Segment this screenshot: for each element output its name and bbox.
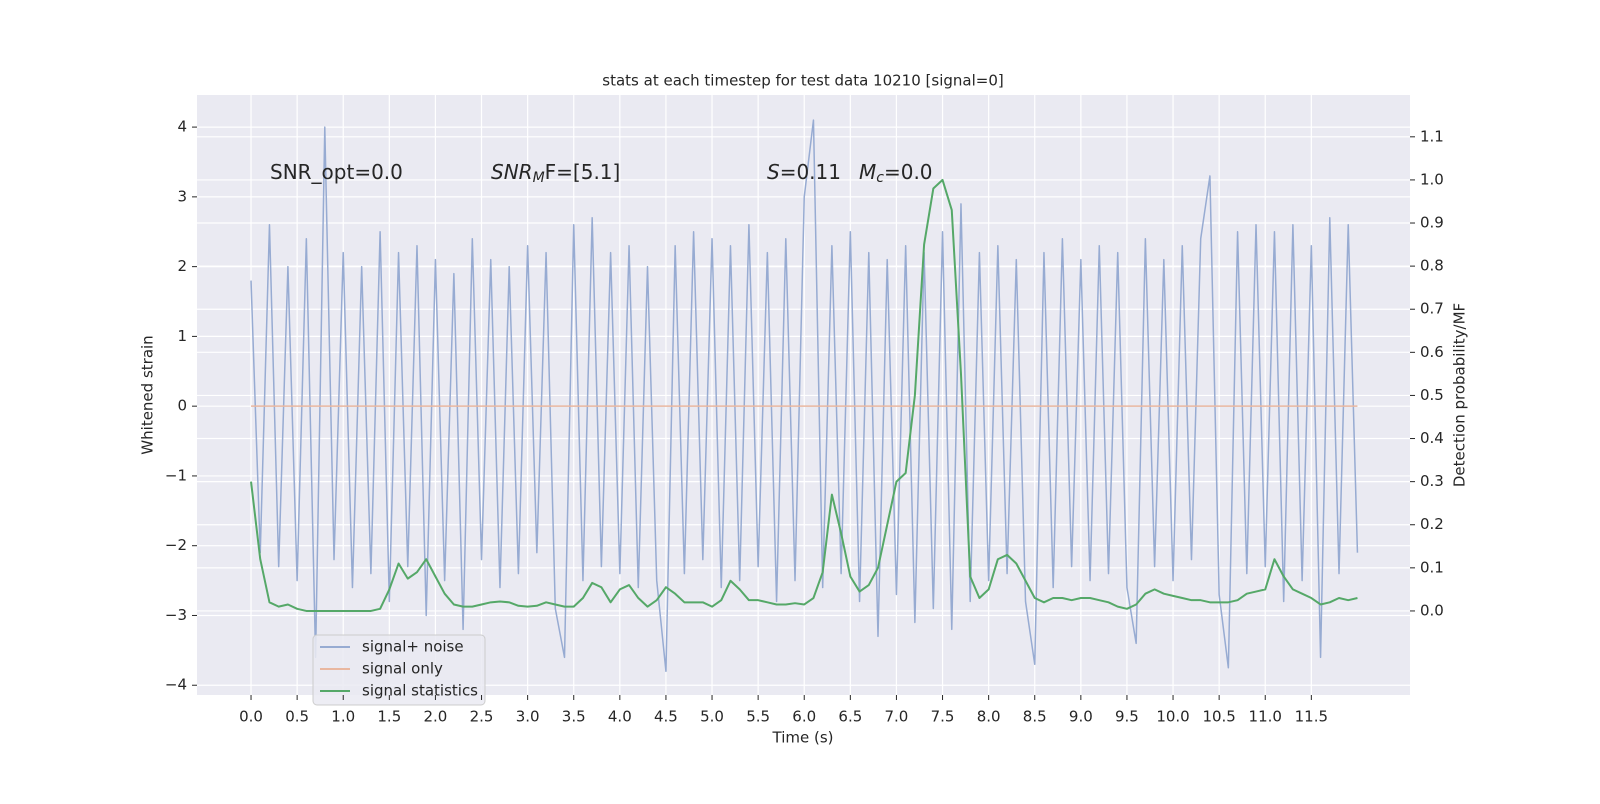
x-tick-label: 7.0: [885, 708, 909, 726]
annotation-part: M: [533, 170, 545, 186]
y-tick-label: −3: [165, 606, 187, 624]
x-tick-label: 8.5: [1023, 708, 1047, 726]
y-tick-label: −2: [165, 536, 187, 554]
x-tick-label: 1.0: [331, 708, 355, 726]
annotation-part: M: [859, 160, 876, 184]
y2-tick-label: 0.3: [1420, 472, 1444, 490]
x-tick-label: 11.0: [1249, 708, 1282, 726]
annotation-part: c: [876, 170, 884, 186]
x-tick-label: 0.0: [239, 708, 263, 726]
x-tick-label: 11.5: [1295, 708, 1328, 726]
x-tick-label: 4.5: [654, 708, 678, 726]
annotation: SNR_opt=0.0: [270, 160, 403, 184]
annotation: Mc=0.0: [859, 160, 933, 187]
legend-label: signal+ noise: [362, 638, 464, 656]
y-tick-label: −1: [165, 466, 187, 484]
y-tick-label: 4: [177, 118, 187, 136]
y2-axis-label: Detection probability/MF: [1451, 303, 1469, 487]
annotation: SNRMF=[5.1]: [491, 160, 620, 187]
x-axis-label: Time (s): [772, 729, 834, 747]
y-tick-label: 2: [177, 257, 187, 275]
x-tick-label: 3.5: [562, 708, 586, 726]
y-axis-label: Whitened strain: [139, 335, 157, 454]
y2-tick-label: 1.0: [1420, 170, 1444, 188]
x-tick-label: 2.0: [424, 708, 448, 726]
annotation-part: =0.0: [884, 160, 933, 184]
x-tick-label: 2.5: [470, 708, 494, 726]
annotation: S=0.11: [767, 160, 841, 184]
annotation-part: SNR: [491, 160, 533, 184]
x-tick-label: 6.5: [838, 708, 862, 726]
annotation-part: =0.11: [780, 160, 841, 184]
x-tick-label: 1.5: [377, 708, 401, 726]
x-tick-label: 0.5: [285, 708, 309, 726]
y2-tick-label: 0.1: [1420, 558, 1444, 576]
y2-tick-label: 0.2: [1420, 515, 1444, 533]
annotation-part: F=[5.1]: [545, 160, 621, 184]
x-tick-label: 10.0: [1156, 708, 1189, 726]
grid: [197, 95, 1410, 695]
series-line: [250, 178, 1358, 612]
legend-label: signal statistics: [362, 682, 478, 700]
x-tick-label: 10.5: [1202, 708, 1235, 726]
x-tick-label: 5.5: [746, 708, 770, 726]
marks: [250, 119, 1359, 673]
y-tick-label: 1: [177, 327, 187, 345]
x-tick-label: 3.0: [516, 708, 540, 726]
x-tick-label: 8.0: [977, 708, 1001, 726]
chart-title: stats at each timestep for test data 102…: [602, 72, 1003, 90]
series-line: [250, 119, 1359, 673]
legend-box: [312, 634, 486, 706]
annotation-part: SNR_opt=0.0: [270, 160, 403, 184]
y2-tick-label: 0.5: [1420, 386, 1444, 404]
y2-tick-label: 0.7: [1420, 300, 1444, 318]
y2-tick-label: 1.1: [1420, 127, 1444, 145]
y-tick-label: 0: [177, 397, 187, 415]
x-tick-label: 6.0: [792, 708, 816, 726]
legend-label: signal only: [362, 660, 443, 678]
x-tick-label: 4.0: [608, 708, 632, 726]
y2-tick-label: 0.0: [1420, 601, 1444, 619]
y-tick-label: −4: [165, 676, 187, 694]
x-tick-label: 9.5: [1115, 708, 1139, 726]
y2-tick-label: 0.9: [1420, 214, 1444, 232]
y2-tick-label: 0.6: [1420, 343, 1444, 361]
x-tick-label: 5.0: [700, 708, 724, 726]
x-tick-label: 7.5: [931, 708, 955, 726]
y2-tick-label: 0.4: [1420, 429, 1444, 447]
annotation-part: S: [767, 160, 780, 184]
y-tick-label: 3: [177, 187, 187, 205]
x-tick-label: 9.0: [1069, 708, 1093, 726]
y2-tick-label: 0.8: [1420, 257, 1444, 275]
